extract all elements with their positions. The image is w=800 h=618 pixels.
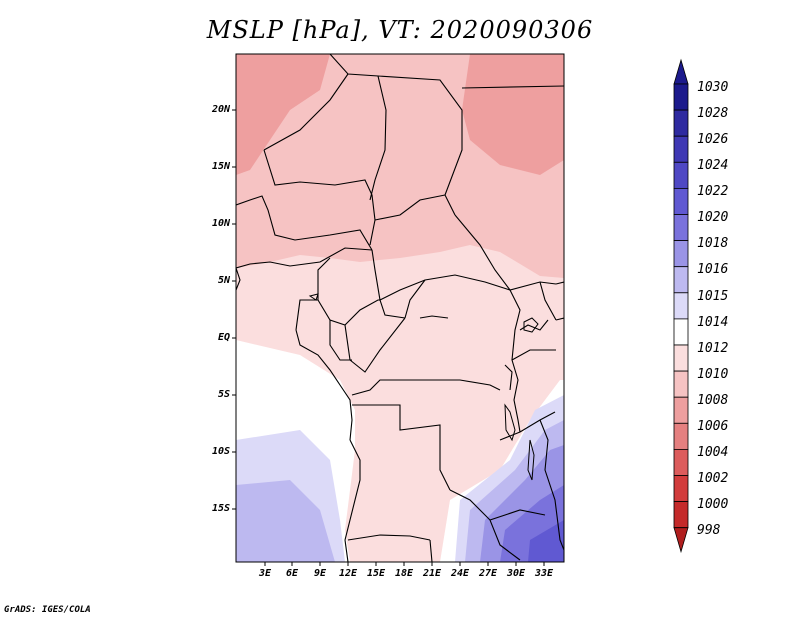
colorbar-label: 1018 <box>697 236 729 251</box>
colorbar-label: 1015 <box>697 289 729 304</box>
colorbar-label: 1026 <box>697 132 729 147</box>
map-frame <box>235 53 565 563</box>
lon-label-15e: 15E <box>366 568 386 579</box>
colorbar-label: 1016 <box>697 262 729 277</box>
axis-ticks <box>232 109 545 566</box>
colorbar-label: 1002 <box>697 471 729 486</box>
lat-label-20n: 20N <box>211 104 230 115</box>
colorbar-swatch <box>673 448 689 476</box>
grads-credit: GrADS: IGES/COLA <box>4 605 91 615</box>
colorbar-label: 1030 <box>697 80 729 95</box>
colorbar-swatch <box>673 161 689 189</box>
pressure-field <box>236 54 564 562</box>
lat-label-5s: 5S <box>217 389 230 400</box>
field-1008-northeast <box>462 54 564 175</box>
colorbar-swatch <box>673 214 689 242</box>
field-1018-southwest <box>236 480 335 562</box>
colorbar-label: 1020 <box>697 210 729 225</box>
colorbar-label: 1006 <box>697 419 729 434</box>
colorbar-label: 1014 <box>697 315 729 330</box>
lon-label-24e: 24E <box>450 568 470 579</box>
lat-label-15s: 15S <box>211 503 230 514</box>
lon-label-18e: 18E <box>394 568 414 579</box>
lon-label-30e: 30E <box>506 568 526 579</box>
colorbar-swatch <box>673 501 689 529</box>
colorbar-label: 1010 <box>697 367 729 382</box>
colorbar-swatch <box>673 187 689 215</box>
colorbar-swatch <box>673 422 689 450</box>
colorbar-swatch <box>673 475 689 503</box>
colorbar-label: 998 <box>697 523 721 538</box>
colorbar-swatch <box>673 109 689 137</box>
lat-label-10s: 10S <box>211 446 230 457</box>
colorbar-swatch <box>673 83 689 111</box>
colorbar-label: 1024 <box>697 158 729 173</box>
field-1008-northwest <box>236 54 330 175</box>
colorbar-label: 1008 <box>697 393 729 408</box>
lon-label-6e: 6E <box>285 568 299 579</box>
colorbar-swatch <box>673 370 689 398</box>
lat-label-eq: EQ <box>217 332 230 343</box>
colorbar-swatch <box>673 318 689 346</box>
lakes <box>308 293 539 481</box>
colorbar-label: 1028 <box>697 106 729 121</box>
colorbar-swatch <box>673 266 689 294</box>
lon-label-21e: 21E <box>422 568 442 579</box>
colorbar-swatch <box>673 240 689 268</box>
lat-label-15n: 15N <box>211 161 230 172</box>
colorbar-swatch <box>673 344 689 372</box>
lon-label-33e: 33E <box>534 568 554 579</box>
map-title: MSLP [hPa], VT: 2020090306 <box>206 16 594 44</box>
colorbar-label: 1012 <box>697 341 729 356</box>
lon-label-9e: 9E <box>313 568 327 579</box>
lat-label-10n: 10N <box>211 218 230 229</box>
field-1024 <box>528 520 564 562</box>
colorbar-label: 1004 <box>697 445 729 460</box>
colorbar-label: 1022 <box>697 184 729 199</box>
colorbar-top-arrow <box>673 58 689 85</box>
colorbar <box>673 58 689 554</box>
colorbar-label: 1000 <box>697 497 729 512</box>
lon-label-3e: 3E <box>258 568 272 579</box>
colorbar-swatch <box>673 292 689 320</box>
colorbar-bottom-arrow <box>673 527 689 554</box>
lon-label-12e: 12E <box>338 568 358 579</box>
lon-label-27e: 27E <box>478 568 498 579</box>
colorbar-swatch <box>673 135 689 163</box>
lat-label-5n: 5N <box>217 275 230 286</box>
colorbar-swatch <box>673 396 689 424</box>
